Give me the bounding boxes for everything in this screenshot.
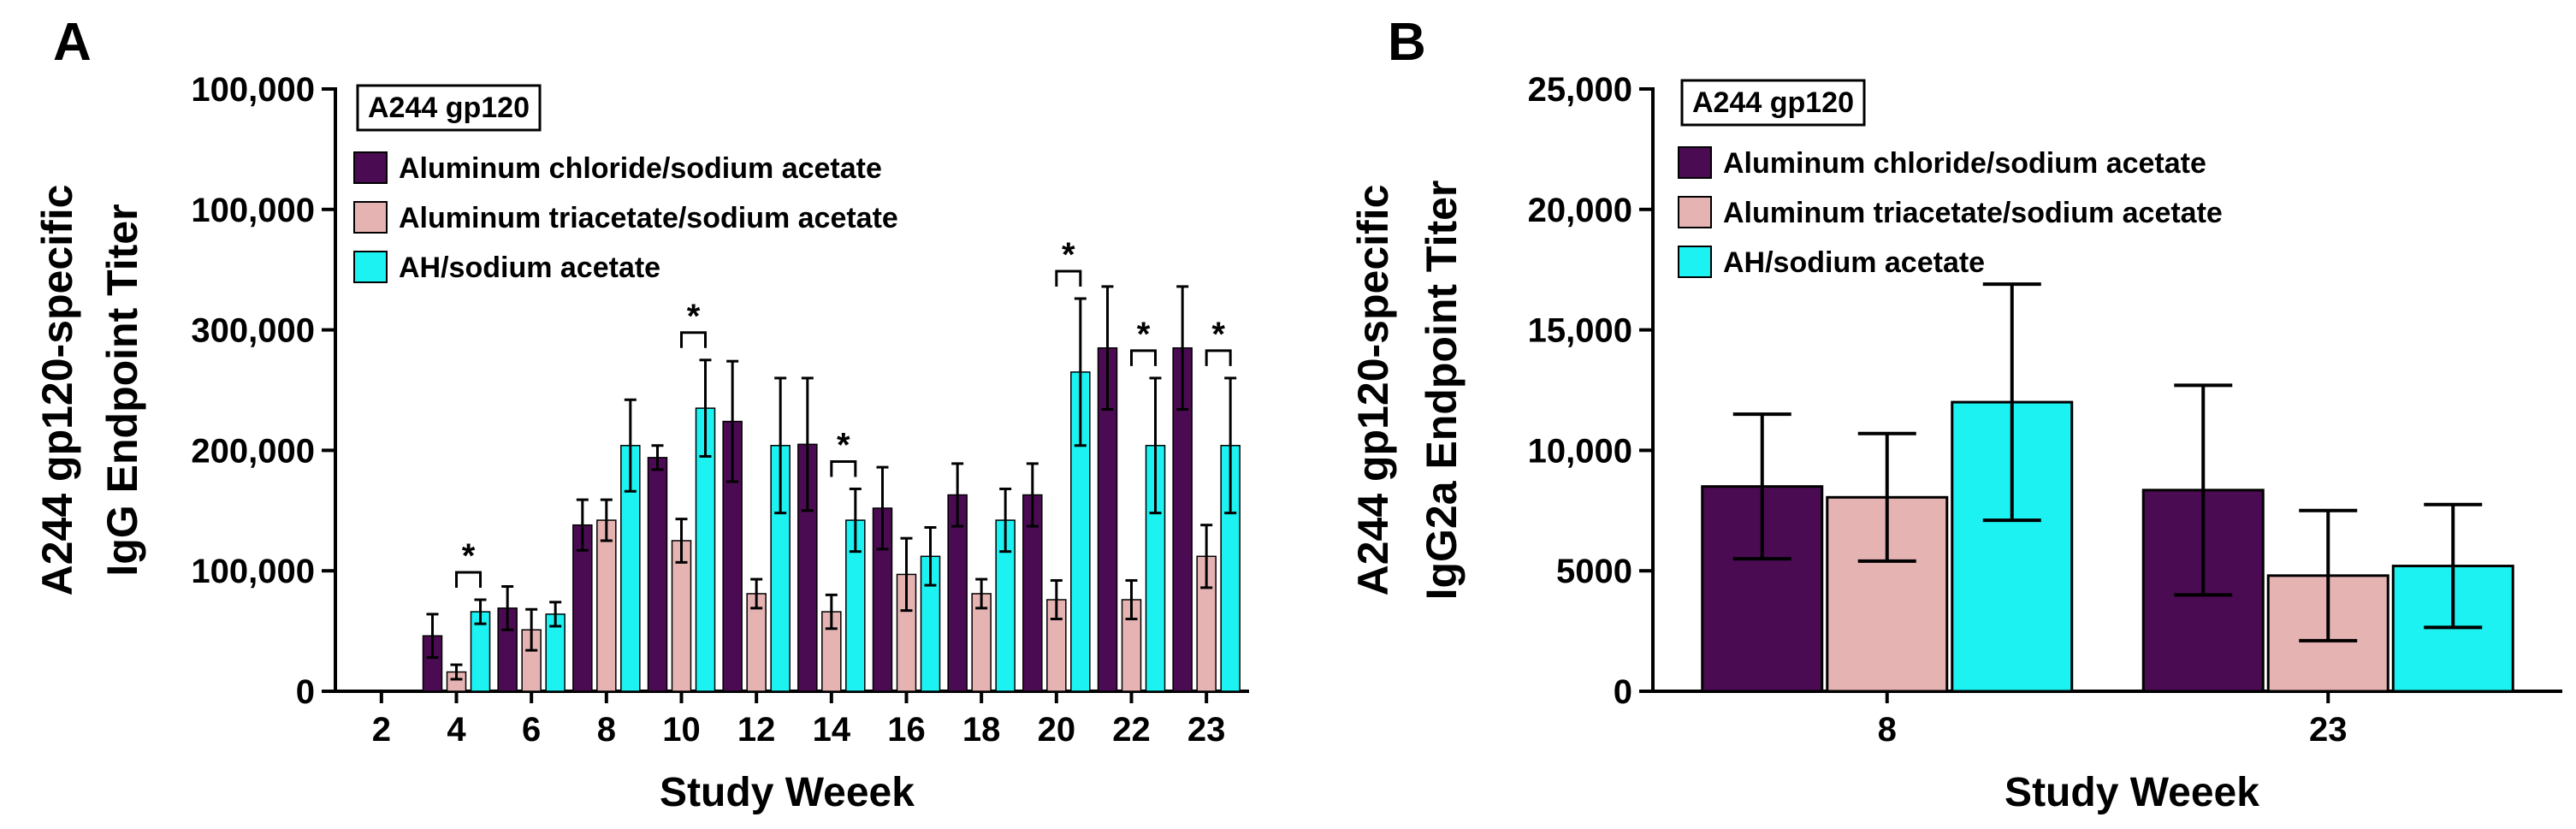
p0-x-tick-label: 23 [1187,711,1226,749]
p0-legend-label: Aluminum chloride/sodium acetate [399,152,882,185]
p0-x-tick-label: 10 [662,711,701,749]
p0-legend-swatch [353,201,388,234]
p0-y-tick-label: 0 [296,673,315,711]
p1-x-tick-label: 23 [2309,711,2348,749]
p0-x-tick-label: 18 [962,711,1001,749]
p0-significance-bracket [1130,349,1157,366]
p0-bar [596,519,617,692]
panel-a-chart: 0 100,000 200,000 300,000 100,000 100,000 A244… [33,71,1249,815]
p1-y-tick-label: 25,000 [1528,71,1632,109]
p0-significance-star: * [1062,236,1075,274]
p0-significance-star: * [837,426,850,464]
p0-x-tick-label: 14 [813,711,851,749]
p0-legend-label: Aluminum triacetate/sodium acetate [399,202,898,234]
p1-y-tick-label: 0 [1614,673,1632,711]
p0-legend-title: A244 gp120 [368,92,530,124]
p0-x-tick-label: 4 [447,711,466,749]
p0-x-tick-label: 6 [522,711,541,749]
p0-legend-label: AH/sodium acetate [399,252,660,284]
p0-x-tick-label: 2 [372,711,391,749]
p0-legend-title-box [356,84,542,132]
p1-legend-swatch [1678,196,1712,228]
p1-legend-title: A244 gp120 [1692,86,1854,119]
p0-legend: A244 gp120 Aluminum chloride/sodium aceta… [353,84,898,284]
p0-x-tick-label: 8 [597,711,616,749]
p0-x-tick-label: 16 [887,711,926,749]
p0-y-tick-label: 100,000 [191,71,315,109]
p0-y-tick-label: 200,000 [191,432,315,470]
p1-legend-title-box [1680,79,1866,127]
p1-y-tick-label: 15,000 [1528,312,1632,350]
p1-y-tick-label: 20,000 [1528,192,1632,229]
p0-significance-bracket [830,459,857,477]
p0-significance-star: * [462,537,476,575]
p1-legend-swatch [1678,146,1712,179]
panel-a-letter: A [53,13,92,72]
p0-significance-bracket [1205,349,1232,366]
p1-legend-label: Aluminum triacetate/sodium acetate [1723,197,2223,229]
p1-y-tick-label: 10,000 [1528,432,1632,470]
p0-y-tick-label: 300,000 [191,312,315,350]
p0-x-tick-label: 22 [1112,711,1151,749]
p0-y-axis-label-line: A244 gp120-specific [33,185,81,596]
p0-bar [647,457,668,692]
p0-significance-bracket [680,331,707,348]
p1-x-axis-label: Study Weeek [2005,770,2259,815]
p0-significance-bracket [455,571,482,588]
p1-y-tick-label: 5000 [1556,553,1632,590]
panel-b-letter: B [1388,13,1426,72]
p0-significance-star: * [687,298,701,335]
p0-significance-star: * [1211,316,1225,353]
p1-legend-label: AH/sodium acetate [1723,246,1985,279]
p0-x-axis-label: Study Weeek [660,770,915,815]
p1-legend: A244 gp120 Aluminum chloride/sodium aceta… [1678,79,2223,279]
p1-legend-swatch [1678,246,1712,278]
p0-x-tick-label: 20 [1038,711,1076,749]
p0-legend-swatch [353,251,388,283]
p0-significance-star: * [1137,316,1151,353]
panel-b-chart: 0 5000 10,000 15,000 20,000 25,000 A244 gp120-… [1349,71,2562,815]
p1-legend-label: Aluminum chloride/sodium acetate [1723,147,2206,180]
p0-y-tick-label: 100,000 [191,553,315,590]
p1-x-tick-label: 8 [1878,711,1897,749]
p0-legend-swatch [353,151,388,184]
p1-y-axis-label-line: IgG2a Endpoint Titer [1418,181,1466,601]
p1-y-axis-label-line: A244 gp120-specific [1349,185,1397,596]
p0-y-axis-label-line: IgG Endpoint Titer [98,204,146,576]
p0-x-tick-label: 12 [737,711,776,749]
p0-significance-bracket [1055,269,1082,287]
p0-y-tick-label: 100,000 [191,192,315,229]
